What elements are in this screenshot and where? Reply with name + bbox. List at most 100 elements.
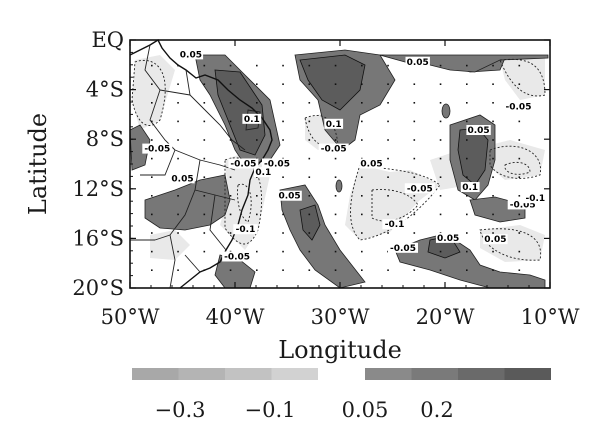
- significance-dot: [151, 176, 153, 178]
- contour-label: 0.1: [460, 182, 480, 193]
- significance-dot: [492, 157, 494, 160]
- contour-label: -0.05: [318, 143, 349, 155]
- significance-dot: [177, 157, 179, 160]
- significance-dot: [308, 195, 311, 197]
- significance-dot: [151, 157, 153, 160]
- significance-dot: [361, 195, 363, 197]
- contour-label-text: -0.05: [264, 159, 290, 169]
- significance-dot: [334, 157, 337, 160]
- significance-dot: [229, 102, 232, 104]
- significance-dot: [308, 250, 311, 253]
- significance-dot: [151, 83, 153, 85]
- significance-dot: [492, 102, 494, 104]
- contour-label: -0.1: [382, 219, 407, 230]
- significance-dot: [308, 120, 311, 123]
- contour-label-bg: [460, 182, 480, 193]
- contour-label: -0.05: [388, 242, 418, 254]
- significance-dot: [492, 120, 494, 123]
- significance-dot: [203, 83, 206, 85]
- negative-contours: [131, 58, 546, 261]
- significance-dot: [177, 64, 179, 67]
- contour-label-text: -0.05: [321, 145, 347, 155]
- colorbar-swatch-positive: [458, 368, 505, 380]
- significance-dot: [439, 213, 442, 216]
- significance-dot: [387, 195, 389, 197]
- significance-dot: [413, 83, 416, 85]
- contour-label: -0.05: [142, 143, 173, 155]
- significance-dot: [466, 232, 468, 234]
- y-tick-label: EQ: [91, 28, 124, 52]
- significance-dot: [151, 64, 153, 67]
- contour-label-text: 0.05: [171, 174, 193, 184]
- significance-dot: [387, 64, 389, 67]
- x-tick-label: 30°W: [311, 305, 370, 329]
- contour-label-text: 0.05: [467, 126, 489, 136]
- contour-label-text: -0.1: [236, 225, 256, 235]
- significance-dot: [282, 213, 284, 216]
- significance-dot: [334, 139, 337, 141]
- y-tick-label: 16°S: [72, 226, 124, 250]
- contour-label-text: 0.1: [255, 168, 271, 178]
- contour-label-bg: [483, 234, 508, 245]
- significance-dot: [334, 213, 337, 216]
- significance-dot: [203, 120, 206, 123]
- significance-dot: [334, 102, 337, 104]
- contour-label-bg: [324, 118, 344, 129]
- significance-dot: [361, 213, 363, 216]
- significance-dot: [518, 64, 521, 67]
- significance-dot: [466, 250, 468, 253]
- significance-dot: [256, 102, 258, 104]
- contour-label-bg: [405, 56, 430, 67]
- significance-dot: [439, 83, 442, 85]
- contour-label-bg: [318, 143, 349, 154]
- contour-label: 0.05: [483, 234, 508, 245]
- significance-dot: [203, 195, 206, 197]
- significance-dot: [203, 64, 206, 67]
- significance-dot: [229, 195, 232, 197]
- contour-label-text: -0.05: [390, 244, 416, 254]
- contour-label-bg: [277, 190, 302, 201]
- significance-dot: [203, 176, 206, 178]
- contour-label-text: -0.1: [385, 220, 405, 230]
- map-panel: 0.050.05-0.050.1-0.050.05-0.050.05-0.05-…: [129, 38, 551, 289]
- significance-dot: [361, 139, 363, 141]
- significance-dot: [466, 269, 468, 271]
- contour-label-text: 0.05: [407, 58, 429, 68]
- significance-dot: [151, 232, 153, 234]
- contour-label-bg: [262, 158, 292, 169]
- significance-dot: [466, 195, 468, 197]
- significance-dot: [177, 213, 179, 216]
- contour-label-text: -0.05: [230, 159, 256, 169]
- colorbar-label: 0.05: [342, 398, 389, 422]
- significance-dot: [151, 213, 153, 216]
- significance-dot: [518, 195, 521, 197]
- significance-dot: [282, 102, 284, 104]
- colorbar-label: 0.2: [420, 398, 453, 422]
- significance-dot: [203, 157, 206, 160]
- significance-dot: [229, 232, 232, 234]
- x-axis-title: Longitude: [278, 336, 402, 364]
- significance-dot: [308, 176, 311, 178]
- contour-label-bg: [435, 232, 461, 243]
- contour-label-text: 0.1: [326, 120, 342, 130]
- significance-dot: [466, 102, 468, 104]
- significance-dot: [151, 250, 153, 253]
- significance-dot: [361, 232, 363, 234]
- contour-label: 0.05: [277, 190, 302, 202]
- significance-dot: [439, 64, 442, 67]
- contour-label-bg: [253, 167, 273, 178]
- colorbar-swatch-positive: [504, 368, 551, 380]
- significance-dot: [361, 64, 363, 67]
- significance-dot: [518, 213, 521, 216]
- contour-label-text: -0.05: [510, 200, 536, 210]
- significance-dot: [413, 157, 416, 160]
- significance-dot: [282, 176, 284, 178]
- significance-dot: [361, 269, 363, 271]
- significance-dot: [334, 83, 337, 85]
- significance-dot: [466, 64, 468, 67]
- contour-label-text: -0.05: [407, 184, 433, 194]
- significance-dot: [518, 157, 521, 160]
- contour-label-text: -0.1: [525, 194, 545, 204]
- significance-dot: [334, 195, 337, 197]
- y-axis-title: Latitude: [24, 113, 52, 215]
